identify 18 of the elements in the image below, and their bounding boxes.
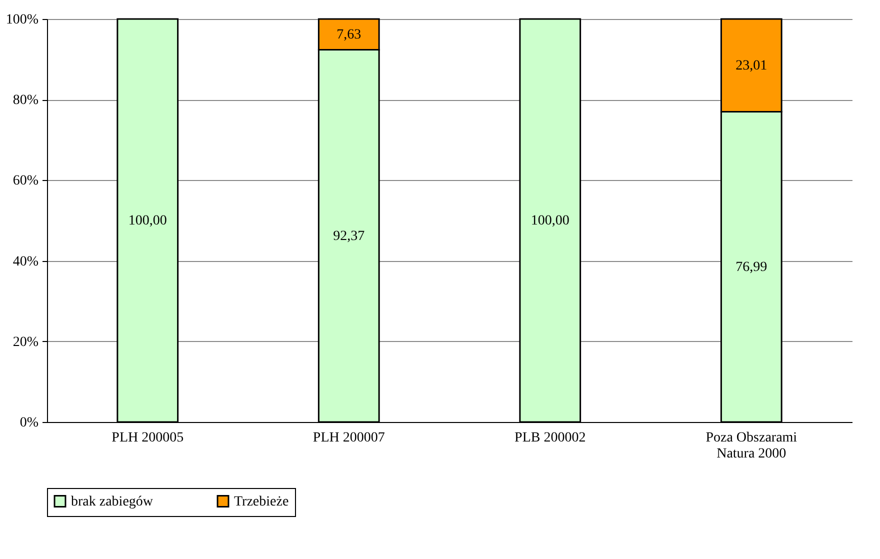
legend-label: Trzebieże xyxy=(234,494,289,510)
x-tick-label: PLH 200005 xyxy=(112,430,184,446)
y-tick-label: 40% xyxy=(12,254,39,270)
x-tick-label: PLH 200007 xyxy=(312,430,385,446)
y-tick-label: 60% xyxy=(12,174,39,189)
y-tick-label: 0% xyxy=(20,416,39,430)
data-label: 23,01 xyxy=(736,58,768,74)
y-tick-label: 100% xyxy=(6,12,39,28)
data-label: 92,37 xyxy=(333,228,365,244)
data-label: 76,99 xyxy=(736,260,768,275)
y-tick-label: 20% xyxy=(12,334,39,350)
x-tick-label: PLB 200002 xyxy=(514,430,586,446)
legend-label: brak zabiegów xyxy=(71,494,154,510)
data-label: 7,63 xyxy=(336,27,362,42)
x-tick-label: Poza Obszarami Natura 2000 xyxy=(706,430,798,462)
data-label: 100,00 xyxy=(128,214,167,228)
data-label: 100,00 xyxy=(530,214,570,228)
y-tick-label: 80% xyxy=(12,93,39,108)
